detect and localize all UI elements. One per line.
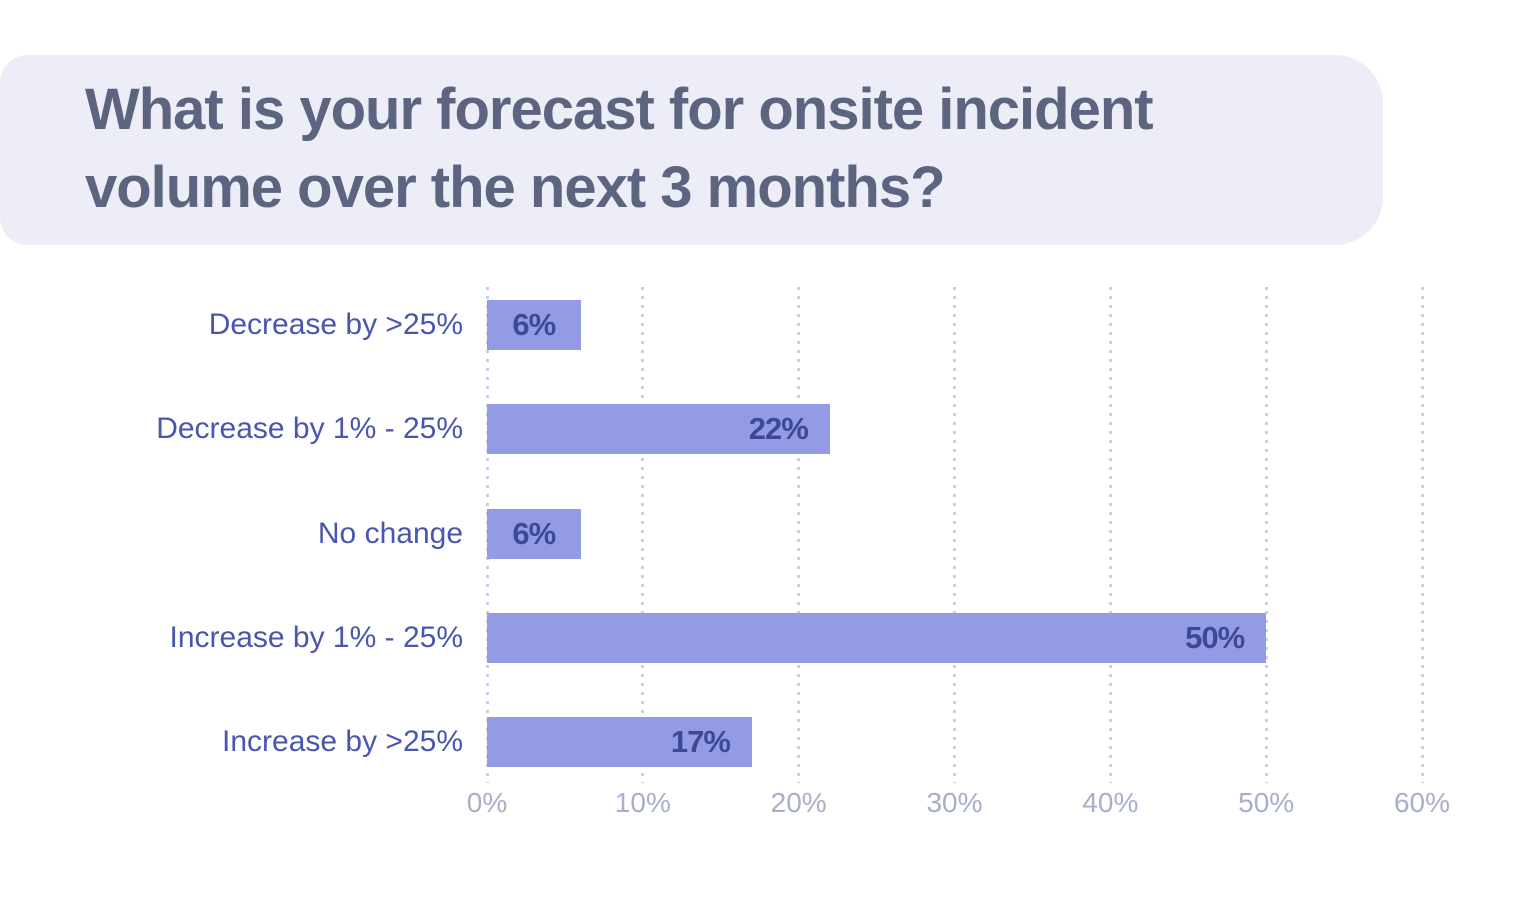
- gridline: [1108, 287, 1112, 783]
- x-axis: 0% 10% 20% 30% 40% 50% 60%: [467, 787, 1450, 823]
- axis-tick-label: 30%: [926, 787, 983, 818]
- page-title: What is your forecast for onsite inciden…: [85, 77, 1154, 220]
- bar: 22%: [487, 404, 830, 455]
- gridline: [1420, 287, 1424, 783]
- bar: 17%: [487, 717, 752, 767]
- gridline: [797, 287, 801, 783]
- axis-tick-label: 10%: [614, 787, 671, 818]
- plot-area: 6% 22% 6% 50% 17%: [485, 287, 1424, 783]
- bar-value-label: 22%: [748, 411, 809, 447]
- axis-tick-label: 0%: [466, 787, 508, 818]
- category-label: Decrease by >25%: [208, 308, 463, 341]
- gridline: [953, 287, 956, 783]
- axis-tick-label: 20%: [770, 787, 827, 818]
- bar-value-label: 17%: [670, 724, 731, 759]
- category-label: No change: [317, 516, 463, 550]
- category-label: Increase by 1% - 25%: [169, 620, 463, 654]
- bar: 50%: [487, 612, 1267, 663]
- category-label: Decrease by 1% - 25%: [156, 412, 463, 446]
- title-card: What is your forecast for onsite inciden…: [0, 55, 1383, 245]
- gridline: [641, 287, 645, 783]
- category-labels-column: Decrease by >25% Decrease by 1% - 25% No c…: [0, 287, 463, 783]
- bar-value-label: 6%: [512, 307, 556, 342]
- bar: 6%: [487, 508, 581, 559]
- axis-tick-label: 60%: [1393, 787, 1451, 818]
- bar: 6%: [487, 300, 581, 350]
- category-label: Increase by >25%: [222, 725, 463, 758]
- bar-value-label: 6%: [512, 515, 556, 551]
- bar-value-label: 50%: [1185, 619, 1245, 655]
- axis-tick-label: 50%: [1238, 787, 1295, 818]
- axis-tick-label: 40%: [1082, 787, 1139, 818]
- gridline: [1264, 287, 1268, 783]
